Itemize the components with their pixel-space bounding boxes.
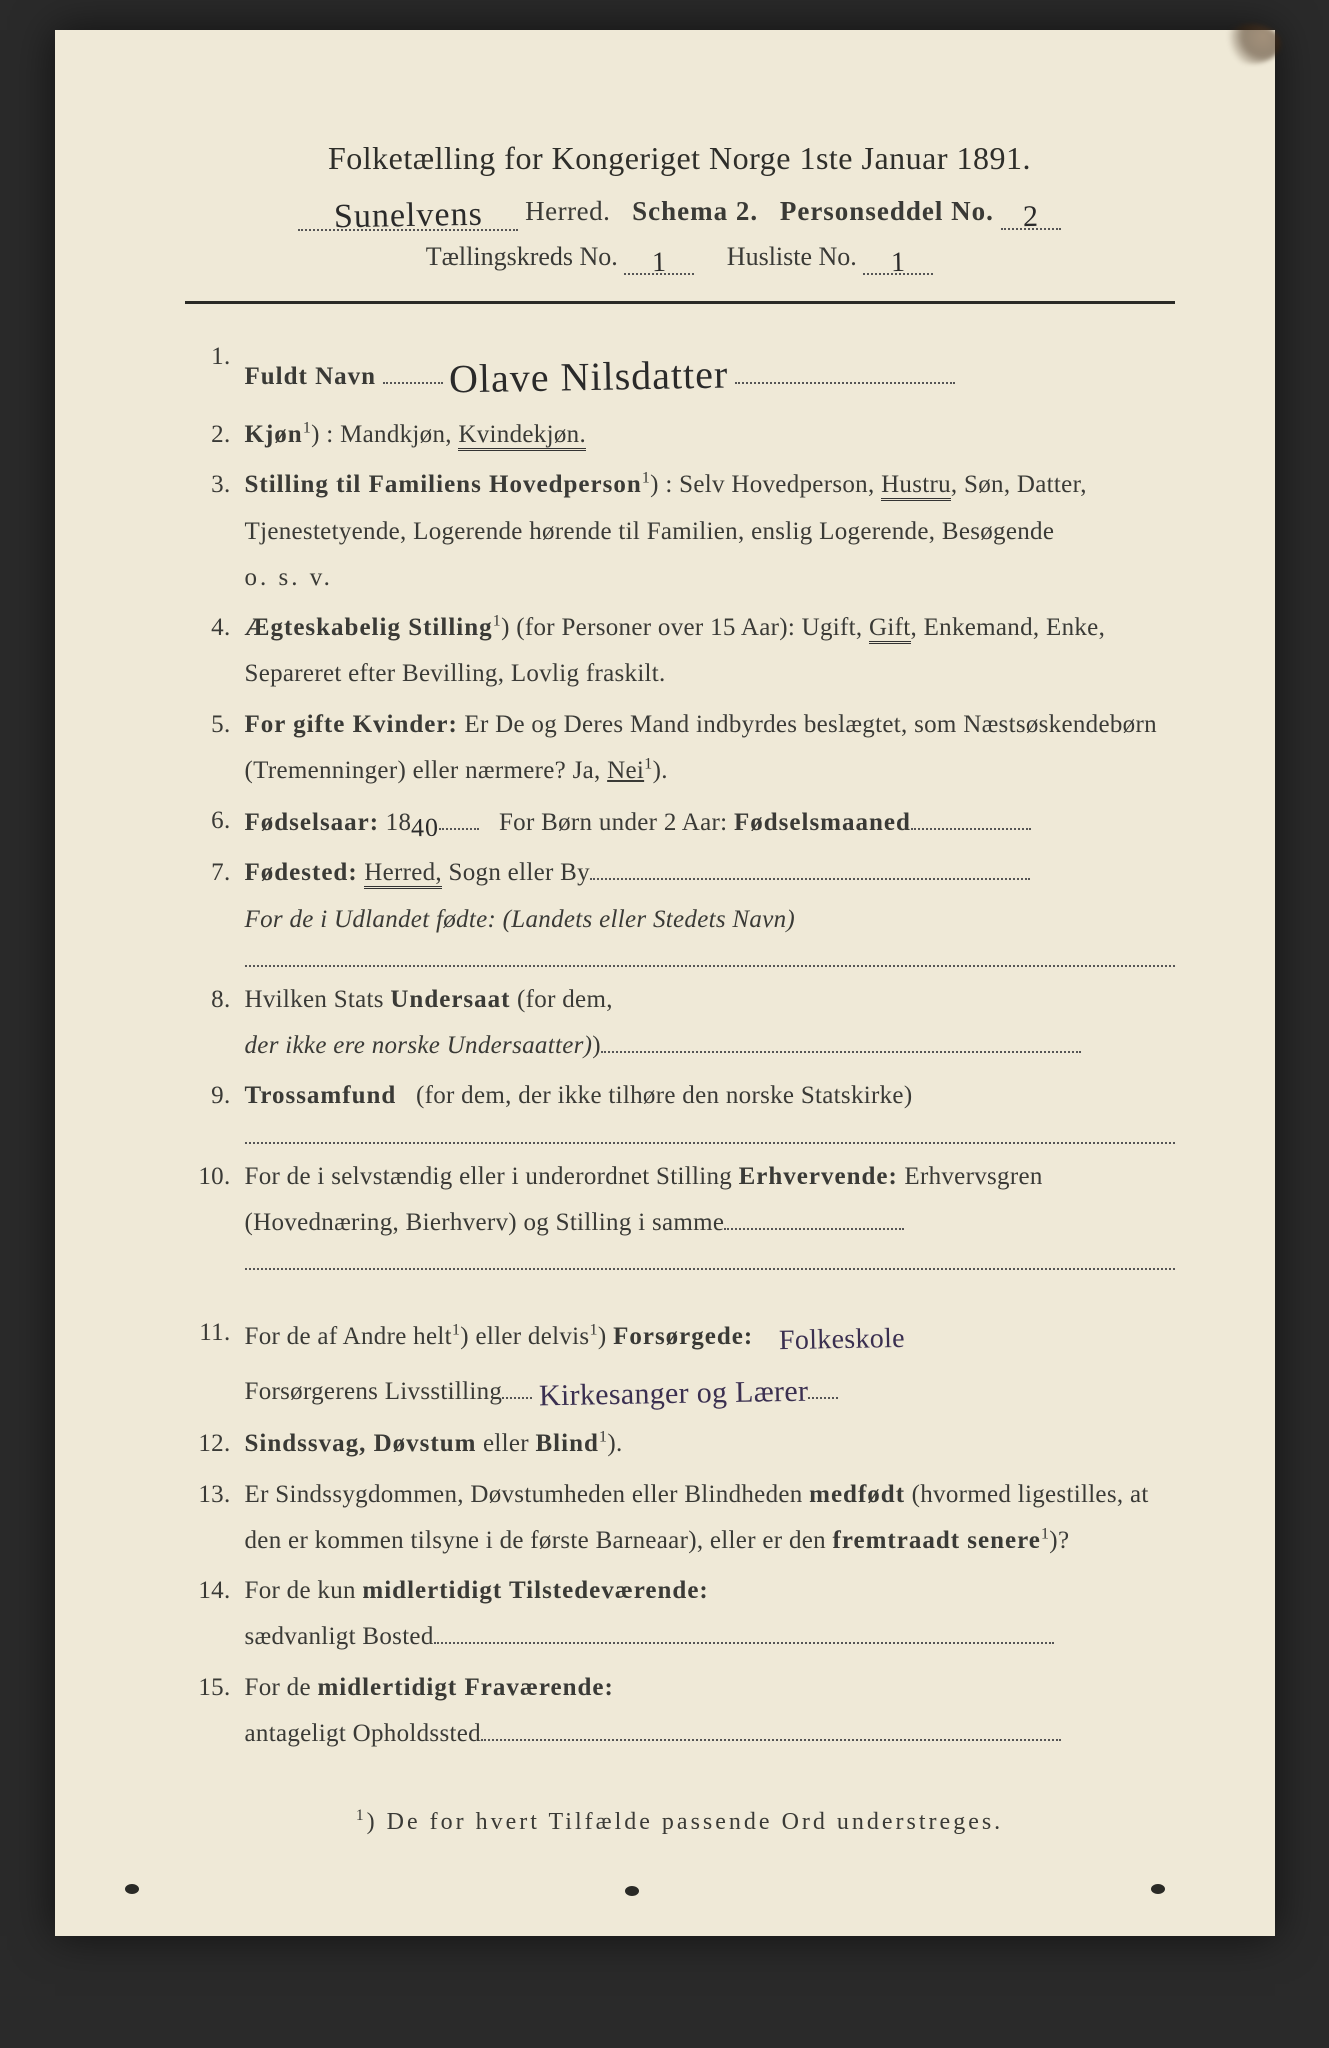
item-3-t1: Selv Hovedperson, [679, 471, 881, 498]
item-9-blank [245, 1120, 1175, 1144]
item-15-label: midlertidigt Fraværende: [317, 1674, 613, 1701]
item-2-selected: Kvindekjøn. [458, 421, 586, 451]
item-6-t2: For Børn under 2 Aar: [499, 809, 728, 836]
item-10-t1: For de i selvstændig eller i underordnet… [245, 1163, 739, 1190]
subheader-2: Tællingskreds No. 1 Husliste No. 1 [185, 241, 1175, 275]
kreds-no-hw: 1 [652, 247, 668, 279]
item-11-hw2: Kirkesanger og Lærer [538, 1363, 808, 1423]
husliste-no-hw: 1 [891, 247, 907, 279]
item-13: Er Sindssygdommen, Døvstumheden eller Bl… [185, 1472, 1175, 1565]
item-14-label: midlertidigt Tilstedeværende: [362, 1577, 708, 1604]
item-10-blank [245, 1246, 1175, 1270]
form-items: Fuldt Navn Olave Nilsdatter Kjøn1) : Man… [185, 334, 1175, 1757]
herred-handwritten: Sunelvens [333, 196, 482, 237]
item-10-label: Erhvervende: [739, 1163, 898, 1190]
item-13-label2: fremtraadt senere [833, 1527, 1041, 1554]
footnote-text: De for hvert Tilfælde passende Ord under… [387, 1809, 1004, 1835]
item-2: Kjøn1) : Mandkjøn, Kvindekjøn. [185, 412, 1175, 458]
item-3-selected: Hustru [881, 471, 951, 501]
item-11: For de af Andre helt1) eller delvis1) Fo… [185, 1310, 1175, 1417]
item-6-prefix: 18 [386, 809, 412, 836]
herred-label: Herred. [525, 196, 610, 226]
census-form-page: Folketælling for Kongeriget Norge 1ste J… [55, 30, 1275, 1936]
item-4-t1: (for Personer over 15 Aar): Ugift, [516, 614, 869, 641]
item-7-text: Sogn eller By [449, 859, 590, 886]
item-7-selected: Herred, [364, 859, 442, 889]
ink-mark-icon [1151, 1884, 1165, 1894]
item-11-hw1: Folkeskole [779, 1313, 906, 1367]
item-6: Fødselsaar: 1840 For Børn under 2 Aar: F… [185, 798, 1175, 846]
item-3-label: Stilling til Familiens Hovedperson [245, 471, 642, 498]
item-8: Hvilken Stats Undersaat (for dem, der ik… [185, 977, 1175, 1070]
item-9-label: Trossamfund [245, 1082, 397, 1109]
item-11-label: Forsørgede: [613, 1323, 753, 1350]
personseddel-no-hw: 2 [1023, 200, 1040, 234]
item-14-text: For de kun [245, 1577, 363, 1604]
item-7-line2: For de i Udlandet fødte: (Landets eller … [245, 897, 1175, 943]
item-11-line2: Forsørgerens Livsstilling [245, 1378, 503, 1405]
item-14-line2: sædvanligt Bosted [245, 1623, 434, 1650]
item-13-t1: Er Sindssygdommen, Døvstumheden eller Bl… [245, 1481, 810, 1508]
item-3: Stilling til Familiens Hovedperson1) : S… [185, 462, 1175, 601]
item-7-blank [245, 943, 1175, 967]
item-12-label: Sindssvag, Døvstum [245, 1430, 477, 1457]
item-15-line2: antageligt Opholdssted [245, 1720, 481, 1747]
item-7-label: Fødested: [245, 859, 358, 886]
subheader-1: Sunelvens Herred. Schema 2. Personseddel… [185, 191, 1175, 231]
item-5: For gifte Kvinder: Er De og Deres Mand i… [185, 702, 1175, 795]
footnote: 1) De for hvert Tilfælde passende Ord un… [185, 1807, 1175, 1836]
item-12-text: eller [483, 1430, 529, 1457]
page-title: Folketælling for Kongeriget Norge 1ste J… [185, 140, 1175, 177]
item-2-label: Kjøn [245, 421, 303, 448]
item-15: For de midlertidigt Fraværende: antageli… [185, 1665, 1175, 1758]
personseddel-label: Personseddel No. [780, 196, 994, 226]
item-11-t1: For de af Andre helt [245, 1323, 452, 1350]
item-13-q: ? [1058, 1527, 1069, 1554]
divider [185, 301, 1175, 304]
item-9: Trossamfund (for dem, der ikke tilhøre d… [185, 1073, 1175, 1143]
item-2-opt1: Mandkjøn, [340, 421, 452, 448]
item-6-label: Fødselsaar: [245, 809, 380, 836]
item-5-selected: Nei [607, 757, 644, 784]
kreds-label: Tællingskreds No. [426, 242, 618, 271]
item-1-label: Fuldt Navn [245, 363, 377, 390]
item-13-label: medfødt [809, 1481, 905, 1508]
item-1-name-hw: Olave Nilsdatter [449, 338, 729, 417]
item-8-t1: Hvilken Stats [245, 986, 391, 1013]
ink-mark-icon [625, 1886, 639, 1896]
item-8-t2: (for dem, [510, 986, 612, 1013]
item-12: Sindssvag, Døvstum eller Blind1). [185, 1421, 1175, 1467]
item-12-label2: Blind [536, 1430, 599, 1457]
item-9-text: (for dem, der ikke tilhøre den norske St… [416, 1082, 913, 1109]
item-6-label2: Fødselsmaaned [734, 809, 911, 836]
husliste-label: Husliste No. [727, 242, 857, 271]
item-5-label: For gifte Kvinder: [245, 711, 458, 738]
item-10: For de i selvstændig eller i underordnet… [185, 1154, 1175, 1307]
item-4-label: Ægteskabelig Stilling [245, 614, 493, 641]
item-7: Fødested: Herred, Sogn eller By For de i… [185, 850, 1175, 967]
item-1: Fuldt Navn Olave Nilsdatter [185, 334, 1175, 408]
item-4: Ægteskabelig Stilling1) (for Personer ov… [185, 605, 1175, 698]
item-14: For de kun midlertidigt Tilstedeværende:… [185, 1568, 1175, 1661]
item-15-text: For de [245, 1674, 318, 1701]
item-8-label: Undersaat [390, 986, 510, 1013]
item-11-t2: eller delvis [475, 1323, 589, 1350]
ink-mark-icon [125, 1884, 139, 1894]
schema-label: Schema 2. [632, 196, 758, 226]
item-4-selected: Gift [869, 614, 910, 644]
item-3-osv: o. s. v. [245, 555, 1175, 601]
item-6-year-hw: 40 [411, 804, 440, 853]
item-8-line2: der ikke ere norske Undersaatter) [245, 1032, 593, 1059]
